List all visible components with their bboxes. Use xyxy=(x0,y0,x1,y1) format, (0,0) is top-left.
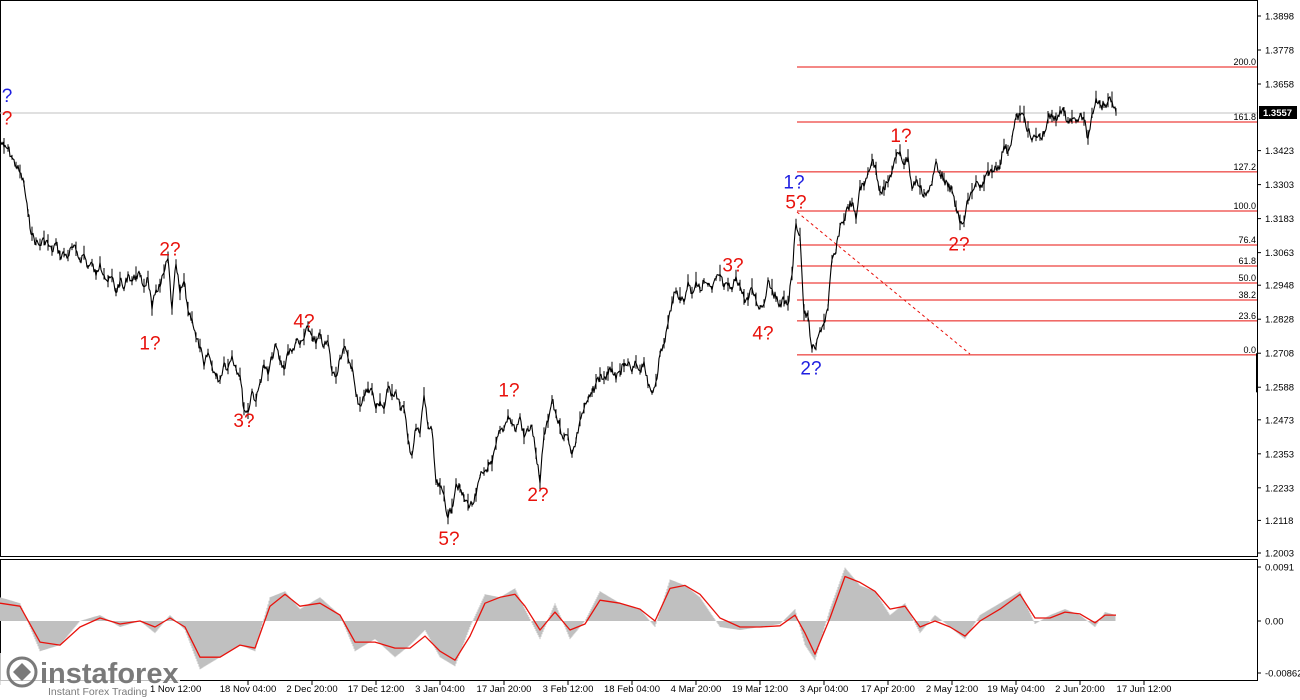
osc-tick-label: -0.00862 xyxy=(1265,669,1300,680)
price-series xyxy=(0,90,1258,525)
y-tick-label: 1.2003 xyxy=(1265,549,1294,560)
x-tick-label: 18 Feb 04:00 xyxy=(604,684,660,695)
y-tick-label: 1.2473 xyxy=(1265,415,1294,426)
y-tick-label: 1.2233 xyxy=(1265,483,1294,494)
x-tick-label: 17 Apr 20:00 xyxy=(861,684,915,695)
x-tick-label: 2 Jun 20:00 xyxy=(1055,684,1105,695)
x-tick-label-partial: 1 Nov 12:00 xyxy=(150,684,201,695)
y-tick-label: 1.2828 xyxy=(1265,315,1294,326)
logo-brand: instaforex xyxy=(40,658,179,690)
current-price-label: 1.3557 xyxy=(1263,108,1292,119)
y-tick-label: 1.3303 xyxy=(1265,180,1294,191)
y-tick-label: 1.2588 xyxy=(1265,383,1294,394)
wave-label: 3? xyxy=(722,255,743,276)
oscillator-signal-line xyxy=(0,575,1116,661)
fibonacci-levels: 200.0 161.8 127.2 100.0 76.4 61.8 50.0 38.2 23.6… xyxy=(797,57,1257,356)
x-tick-label: 17 Jan 20:00 xyxy=(477,684,532,695)
oscillator-axis: 0.0091 0.00 -0.00862 xyxy=(1257,563,1300,680)
x-tick-label: 19 May 04:00 xyxy=(987,684,1045,695)
wave-label: 4? xyxy=(293,312,314,333)
main-panel-frame xyxy=(0,0,1258,557)
wave-label: 2? xyxy=(527,485,548,506)
fib-level-label: 50.0 xyxy=(1238,273,1256,283)
y-tick-label: 1.3778 xyxy=(1265,46,1294,57)
signal-line xyxy=(0,575,1116,661)
logo-mark-icon xyxy=(6,656,38,688)
wave-label: 5? xyxy=(785,192,806,213)
wave-label: 1? xyxy=(890,126,911,147)
x-tick-label: 2 May 12:00 xyxy=(926,684,978,695)
x-tick-label: 3 Feb 12:00 xyxy=(543,684,594,695)
wave-label: 2? xyxy=(948,235,969,256)
y-tick-label: 1.3063 xyxy=(1265,248,1294,259)
y-tick-label: 1.2118 xyxy=(1265,516,1293,527)
fibonacci-trendline xyxy=(796,211,971,355)
y-tick-label: 1.2708 xyxy=(1265,349,1294,360)
wave-label: 2? xyxy=(800,358,821,379)
price-line xyxy=(0,96,1117,519)
fib-level-label: 100.0 xyxy=(1233,201,1256,211)
y-tick-label: 1.3898 xyxy=(1265,12,1294,23)
wave-labels: ??2?1?3?4?5?1?2?3?4?1?5?2?1?2? xyxy=(2,86,970,550)
x-tick-label: 17 Jun 12:00 xyxy=(1117,684,1172,695)
fib-level-label: 161.8 xyxy=(1233,112,1256,122)
x-tick-label: 4 Mar 20:00 xyxy=(671,684,722,695)
logo-tagline: Instant Forex Trading xyxy=(48,686,147,698)
x-tick-label: 19 Mar 12:00 xyxy=(732,684,788,695)
x-tick-label: 3 Jan 04:00 xyxy=(415,684,465,695)
wave-label: 1? xyxy=(783,173,804,194)
y-tick-label: 1.3658 xyxy=(1265,80,1294,91)
x-tick-label: 17 Dec 12:00 xyxy=(348,684,405,695)
fib-level-label: 38.2 xyxy=(1238,290,1256,300)
fib-level-label: 200.0 xyxy=(1233,57,1256,67)
wave-label: 5? xyxy=(438,529,459,550)
fib-level-label: 0.0 xyxy=(1243,345,1256,355)
y-tick-label: 1.3423 xyxy=(1265,146,1294,157)
wave-label: 1? xyxy=(498,381,519,402)
y-tick-label: 1.2353 xyxy=(1265,449,1294,460)
wave-label: ? xyxy=(2,109,13,130)
fib-level-label: 61.8 xyxy=(1238,256,1256,266)
osc-tick-label: 0.00 xyxy=(1265,617,1284,628)
x-tick-label: 3 Apr 04:00 xyxy=(800,684,849,695)
instaforex-logo: instaforex Instant Forex Trading 1 Nov 1… xyxy=(0,653,201,700)
wave-label: 2? xyxy=(159,240,180,261)
fib-level-label: 76.4 xyxy=(1238,235,1256,245)
y-tick-label: 1.2948 xyxy=(1265,281,1294,292)
x-tick-label: 2 Dec 20:00 xyxy=(286,684,337,695)
x-tick-label: 18 Nov 04:00 xyxy=(220,684,277,695)
fib-level-label: 23.6 xyxy=(1238,311,1256,321)
wave-label: 3? xyxy=(233,411,254,432)
wave-label: ? xyxy=(2,86,13,107)
y-tick-label: 1.3183 xyxy=(1265,214,1294,225)
osc-tick-label: 0.0091 xyxy=(1265,563,1294,574)
fib-level-label: 127.2 xyxy=(1233,162,1256,172)
current-price-marker: 1.3557 xyxy=(1259,106,1297,119)
wave-label: 1? xyxy=(139,333,160,354)
price-axis: 1.3898 1.3778 1.3658 1.3423 1.3303 1.3183 1.30… xyxy=(1257,12,1294,560)
wave-label: 4? xyxy=(752,323,773,344)
time-axis: 18 Nov 04:00 2 Dec 20:00 17 Dec 12:00 3 Jan… xyxy=(0,681,1171,695)
